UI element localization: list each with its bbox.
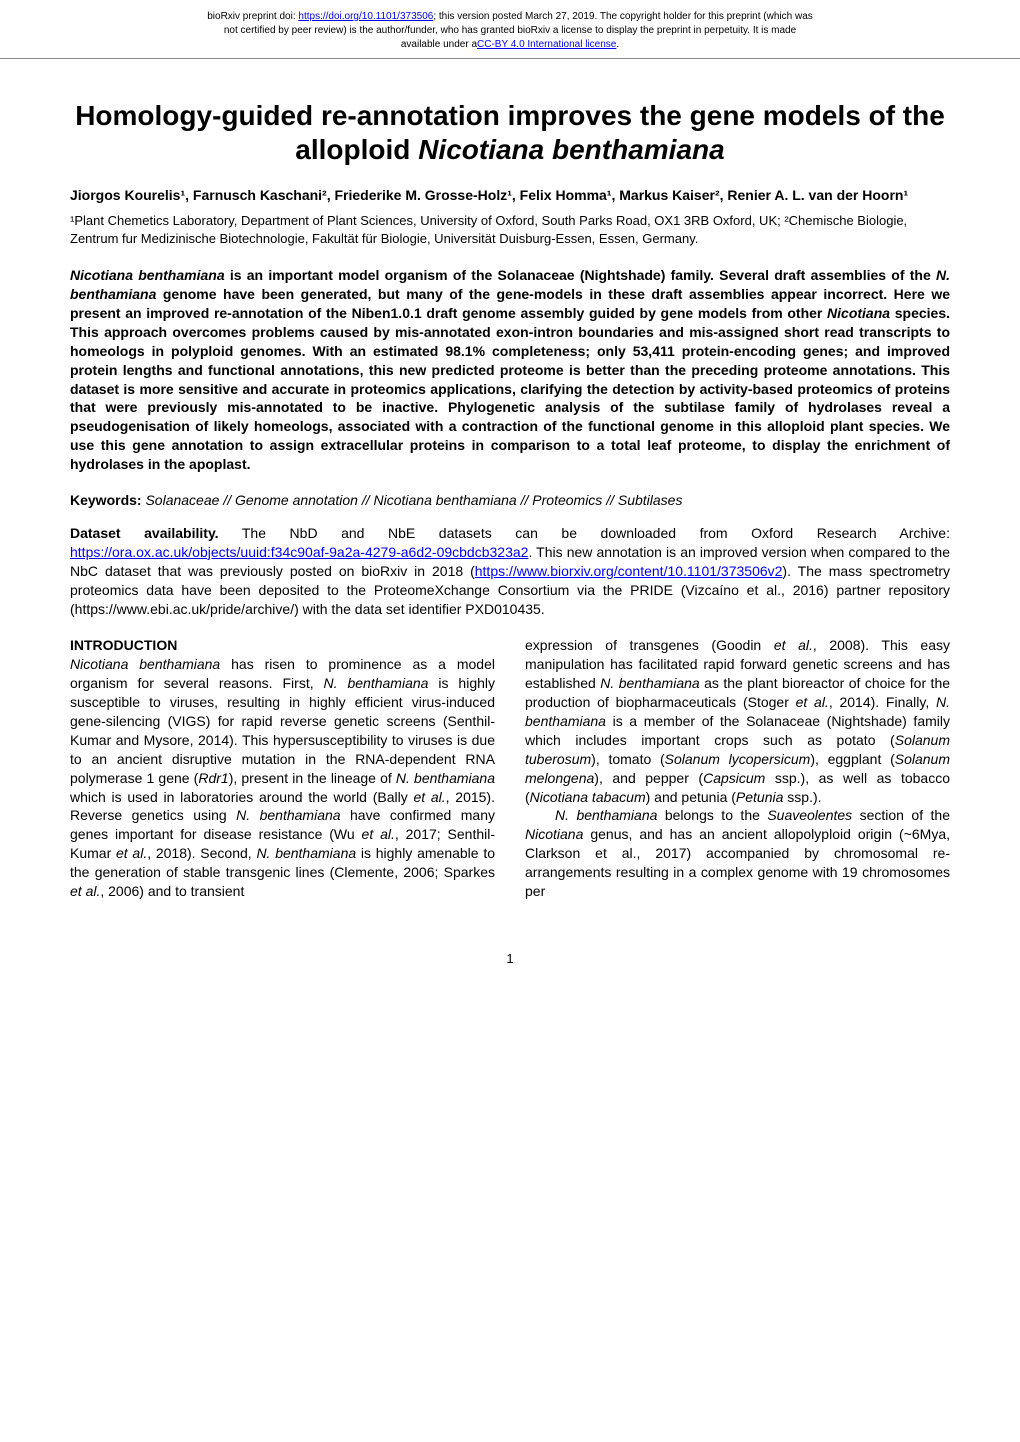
- dataset-link-ora[interactable]: https://ora.ox.ac.uk/objects/uuid:f34c90…: [70, 544, 528, 560]
- dataset-link-biorxiv[interactable]: https://www.biorxiv.org/content/10.1101/…: [475, 563, 783, 579]
- affiliations: ¹Plant Chemetics Laboratory, Department …: [70, 212, 950, 248]
- authors-list: Jiorgos Kourelis¹, Farnusch Kaschani², F…: [70, 186, 950, 206]
- banner-text-3a: available under a: [401, 39, 477, 50]
- introduction-heading: INTRODUCTION: [70, 636, 495, 655]
- dataset-label: Dataset availability.: [70, 525, 219, 541]
- intro-left-paragraph: Nicotiana benthamiana has risen to promi…: [70, 655, 495, 901]
- right-column: expression of transgenes (Goodin et al.,…: [525, 636, 950, 900]
- main-content: Homology-guided re-annotation improves t…: [0, 59, 1020, 931]
- banner-text-2: not certified by peer review) is the aut…: [224, 25, 796, 36]
- preprint-banner: bioRxiv preprint doi: https://doi.org/10…: [0, 0, 1020, 59]
- intro-right-paragraph-2: N. benthamiana belongs to the Suaveolent…: [525, 806, 950, 900]
- doi-link[interactable]: https://doi.org/10.1101/373506: [298, 11, 433, 22]
- paper-title: Homology-guided re-annotation improves t…: [70, 99, 950, 166]
- keywords-section: Keywords: Solanaceae // Genome annotatio…: [70, 492, 950, 508]
- banner-text-1b: ; this version posted March 27, 2019. Th…: [433, 11, 812, 22]
- banner-text-3b: .: [616, 39, 619, 50]
- page-number: 1: [0, 951, 1020, 986]
- dataset-text-1: The NbD and NbE datasets can be download…: [219, 525, 950, 541]
- left-column: INTRODUCTION Nicotiana benthamiana has r…: [70, 636, 495, 900]
- banner-text-1: bioRxiv preprint doi:: [207, 11, 298, 22]
- keywords-text: Solanaceae // Genome annotation // Nicot…: [145, 492, 682, 508]
- abstract: Nicotiana benthamiana is an important mo…: [70, 266, 950, 474]
- keywords-label: Keywords:: [70, 492, 142, 508]
- intro-right-paragraph-1: expression of transgenes (Goodin et al.,…: [525, 636, 950, 806]
- license-link[interactable]: CC-BY 4.0 International license: [477, 39, 616, 50]
- dataset-availability: Dataset availability. The NbD and NbE da…: [70, 524, 950, 618]
- body-columns: INTRODUCTION Nicotiana benthamiana has r…: [70, 636, 950, 900]
